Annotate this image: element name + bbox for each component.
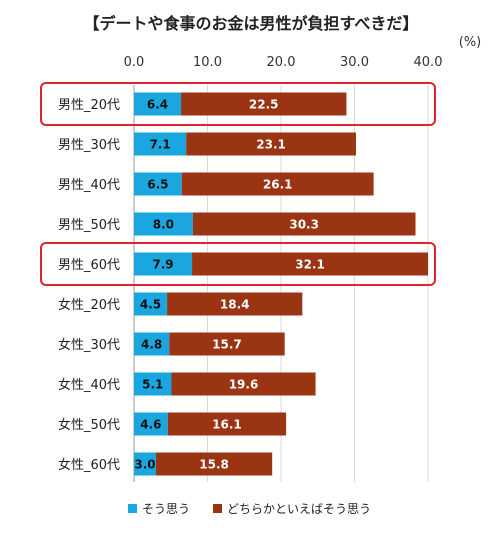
category-label: 男性_20代 — [58, 98, 120, 113]
bar-sou-omou — [134, 92, 182, 116]
data-label: 7.9 — [152, 258, 173, 272]
bar-dochiraka — [186, 132, 356, 156]
data-label: 15.8 — [199, 458, 229, 472]
data-label: 8.0 — [153, 218, 174, 232]
bar-sou-omou — [134, 332, 170, 356]
bar-sou-omou — [134, 172, 182, 196]
legend-swatch — [128, 504, 137, 513]
legend-label: そう思う — [142, 502, 190, 516]
x-tick-label: 40.0 — [414, 55, 443, 70]
bar-dochiraka — [181, 92, 347, 116]
data-label: 15.7 — [212, 338, 242, 352]
bar-dochiraka — [167, 412, 287, 436]
category-label: 女性_20代 — [58, 297, 120, 313]
highlight-box — [40, 82, 436, 126]
data-label: 16.1 — [212, 418, 242, 432]
bar-dochiraka — [192, 252, 428, 276]
data-label: 32.1 — [295, 258, 325, 272]
bar-dochiraka — [169, 332, 285, 356]
bar-dochiraka — [171, 372, 316, 396]
unit-label: (%) — [459, 35, 482, 50]
bar-sou-omou — [134, 132, 187, 156]
data-label: 30.3 — [289, 218, 319, 232]
category-label: 女性_60代 — [58, 457, 120, 473]
bar-dochiraka — [192, 212, 416, 236]
x-tick-label: 20.0 — [267, 55, 296, 70]
bar-sou-omou — [134, 412, 168, 436]
highlight-box — [40, 242, 436, 286]
bar-sou-omou — [134, 252, 193, 276]
category-label: 男性_40代 — [58, 178, 120, 193]
category-label: 男性_30代 — [58, 138, 120, 153]
data-label: 18.4 — [220, 298, 250, 312]
category-label: 女性_50代 — [58, 417, 120, 433]
bar-dochiraka — [167, 292, 303, 316]
x-tick-label: 10.0 — [193, 55, 222, 70]
data-label: 4.8 — [141, 338, 162, 352]
category-label: 女性_30代 — [58, 337, 120, 353]
category-label: 女性_40代 — [58, 377, 120, 393]
data-label: 26.1 — [263, 178, 293, 192]
category-label: 男性_60代 — [58, 258, 120, 273]
bar-sou-omou — [134, 452, 157, 476]
bar-dochiraka — [181, 172, 374, 196]
legend-label: どちらかといえばそう思う — [227, 502, 371, 516]
chart-title: 【デートや食事のお金は男性が負担すべきだ】 — [83, 14, 419, 33]
data-label: 5.1 — [142, 378, 163, 392]
x-tick-label: 0.0 — [124, 55, 145, 70]
data-label: 6.4 — [147, 98, 168, 112]
data-label: 3.0 — [134, 458, 155, 472]
bar-sou-omou — [134, 372, 172, 396]
data-label: 19.6 — [229, 378, 259, 392]
data-label: 7.1 — [149, 138, 170, 152]
bar-sou-omou — [134, 212, 193, 236]
data-label: 22.5 — [249, 98, 279, 112]
x-tick-label: 30.0 — [340, 55, 369, 70]
data-label: 23.1 — [256, 138, 286, 152]
data-label: 4.5 — [140, 298, 161, 312]
bar-dochiraka — [156, 452, 273, 476]
legend-swatch — [213, 504, 222, 513]
data-label: 6.5 — [147, 178, 168, 192]
bar-sou-omou — [134, 292, 168, 316]
category-label: 男性_50代 — [58, 218, 120, 233]
data-label: 4.6 — [140, 418, 161, 432]
